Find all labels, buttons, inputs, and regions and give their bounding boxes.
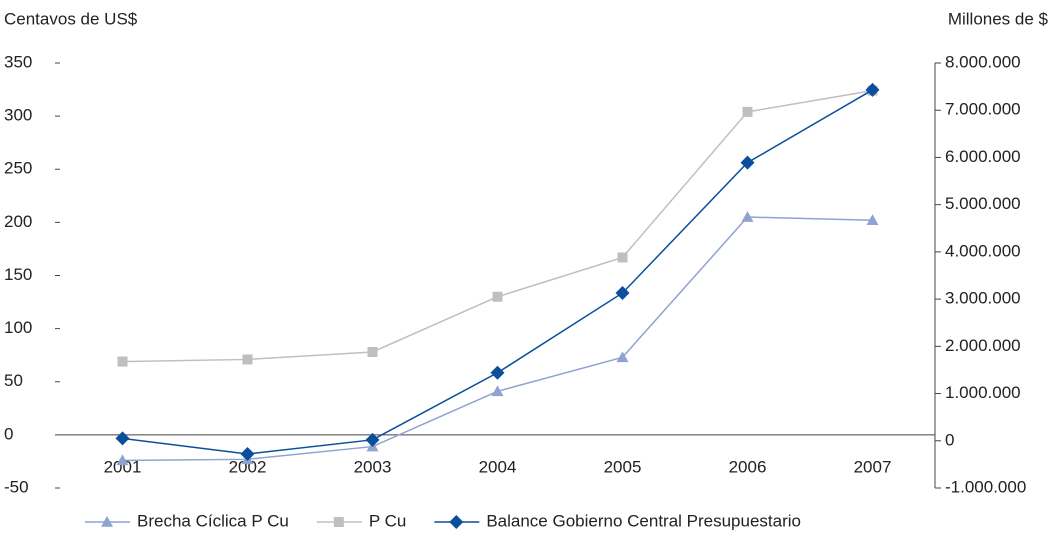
legend-marker bbox=[333, 517, 344, 527]
y-tick-label: 150 bbox=[4, 265, 32, 284]
y2-tick-label: 5.000.000 bbox=[945, 194, 1021, 213]
data-point bbox=[617, 252, 628, 263]
series-line bbox=[122, 216, 873, 462]
data-point bbox=[866, 214, 879, 226]
y2-tick-label: 0 bbox=[945, 430, 954, 449]
y2-axis-title: Millones de $ bbox=[948, 9, 1049, 28]
y2-tick-label: 1.000.000 bbox=[945, 383, 1021, 402]
data-point bbox=[865, 82, 880, 97]
data-point bbox=[616, 351, 629, 363]
y-tick-label: 50 bbox=[4, 371, 23, 390]
y2-tick-label: 8.000.000 bbox=[945, 52, 1021, 71]
y-tick-label: 350 bbox=[4, 52, 32, 71]
data-point bbox=[741, 211, 754, 222]
y-tick-label: 100 bbox=[4, 318, 32, 337]
legend-label: P Cu bbox=[369, 511, 407, 530]
y-tick-label: 0 bbox=[4, 424, 13, 443]
series-line bbox=[122, 89, 873, 455]
y-tick-label: 200 bbox=[4, 212, 32, 231]
x-tick-label: 2007 bbox=[854, 457, 892, 476]
data-point bbox=[117, 356, 128, 367]
y-tick-label: 250 bbox=[4, 159, 32, 178]
data-point bbox=[742, 106, 753, 117]
data-point bbox=[491, 385, 504, 397]
y2-tick-label: -1.000.000 bbox=[945, 477, 1026, 496]
x-tick-label: 2005 bbox=[604, 457, 642, 476]
y-tick-label: 300 bbox=[4, 106, 32, 125]
data-point bbox=[242, 354, 253, 365]
x-tick-label: 2003 bbox=[354, 457, 392, 476]
legend-marker bbox=[101, 516, 113, 527]
y2-tick-label: 4.000.000 bbox=[945, 241, 1021, 260]
data-point bbox=[240, 447, 255, 461]
y2-tick-label: 6.000.000 bbox=[945, 147, 1021, 166]
x-tick-label: 2004 bbox=[479, 457, 517, 476]
series-line bbox=[122, 89, 873, 363]
x-tick-label: 2001 bbox=[104, 457, 142, 476]
y-tick-label: -50 bbox=[4, 477, 29, 496]
legend-label: Brecha Cíclica P Cu bbox=[137, 511, 289, 530]
x-tick-label: 2006 bbox=[729, 457, 767, 476]
data-point bbox=[492, 291, 503, 302]
data-point bbox=[740, 155, 755, 170]
legend-label: Balance Gobierno Central Presupuestario bbox=[486, 511, 801, 530]
data-point bbox=[615, 285, 630, 300]
y2-tick-label: 3.000.000 bbox=[945, 289, 1021, 308]
data-point bbox=[365, 432, 380, 447]
x-tick-label: 2002 bbox=[229, 457, 267, 476]
y2-tick-label: 7.000.000 bbox=[945, 100, 1021, 119]
data-point bbox=[490, 365, 505, 380]
y2-tick-label: 2.000.000 bbox=[945, 336, 1021, 355]
y-axis-title: Centavos de US$ bbox=[4, 9, 138, 28]
data-point bbox=[367, 347, 378, 357]
data-point bbox=[115, 431, 130, 446]
legend-marker bbox=[449, 515, 464, 529]
data-point bbox=[116, 454, 129, 466]
